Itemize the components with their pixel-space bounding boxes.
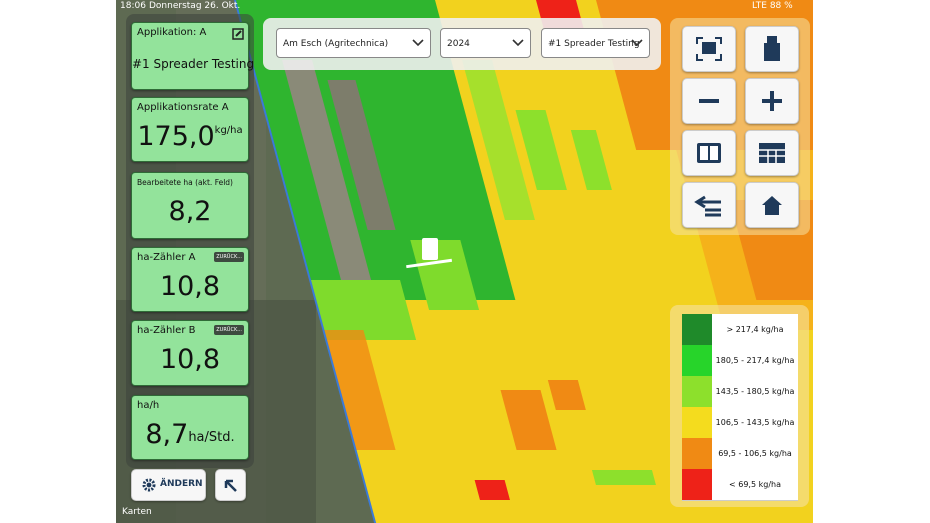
split-button[interactable] (682, 130, 736, 176)
status-battery: LTE 88 % (752, 1, 793, 11)
card-title: ha-Zähler B (137, 325, 196, 336)
card-value-text: 175,0 (137, 121, 215, 152)
plus-icon (762, 91, 782, 111)
card-value: 10,8 (132, 271, 248, 302)
card-title: Applikation: A (137, 27, 207, 38)
card-value-text: 8,2 (168, 196, 212, 227)
legend-row: < 69,5 kg/ha (682, 469, 798, 501)
info-card: ha-Zähler B ZURÜCK... 10,8 (131, 320, 249, 386)
minus-icon (699, 99, 719, 103)
dropdown[interactable]: 2024 (440, 28, 531, 58)
tractor-icon (406, 238, 453, 269)
home-button[interactable] (745, 182, 799, 228)
info-card: Applikation: A #1 Spreader Testing (131, 22, 254, 90)
card-title: Bearbeitete ha (akt. Feld) (137, 178, 233, 187)
card-title: Applikationsrate A (137, 102, 229, 113)
card-value-text: 10,8 (159, 271, 221, 302)
layers-icon (694, 195, 721, 217)
legend-swatch (682, 469, 712, 500)
table-button[interactable] (745, 130, 799, 176)
legend-row: > 217,4 kg/ha (682, 314, 798, 346)
legend-label: 180,5 - 217,4 kg/ha (712, 345, 798, 376)
map-credit: Karten (122, 507, 152, 517)
card-title: ha/h (137, 400, 160, 411)
table-icon (759, 143, 785, 163)
expand-button[interactable] (215, 469, 246, 501)
card-value: 10,8 (132, 344, 248, 375)
reset-button[interactable]: ZURÜCK... (214, 325, 244, 335)
machine-icon (764, 36, 780, 61)
legend-swatch (682, 376, 712, 407)
card-unit: kg/ha (214, 125, 243, 136)
legend-label: 69,5 - 106,5 kg/ha (712, 438, 798, 469)
dropdown[interactable]: #1 Spreader Testing (541, 28, 650, 58)
chevron (412, 39, 424, 47)
info-card: Bearbeitete ha (akt. Feld) 8,2 (131, 172, 249, 239)
tool-panel (670, 18, 810, 235)
status-bar: 18:06 Donnerstag 26. Okt. LTE 88 % (116, 0, 813, 14)
info-card: ha/h 8,7ha/Std. (131, 395, 249, 460)
legend-row: 143,5 - 180,5 kg/ha (682, 376, 798, 408)
chevron (512, 39, 524, 47)
reset-button[interactable]: ZURÜCK... (214, 252, 244, 262)
change-label: ÄNDERN (160, 479, 203, 489)
legend-row: 106,5 - 143,5 kg/ha (682, 407, 798, 439)
card-value-text: 10,8 (159, 344, 221, 375)
card-value: 175,0kg/ha (132, 121, 248, 152)
legend-swatch (682, 314, 712, 345)
legend-panel: > 217,4 kg/ha 180,5 - 217,4 kg/ha 143,5 - … (670, 305, 809, 507)
info-card: ha-Zähler A ZURÜCK... 10,8 (131, 247, 249, 312)
fit-icon (696, 37, 722, 61)
card-value-text: #1 Spreader Testing (132, 57, 255, 71)
zoom-out-button[interactable] (682, 78, 736, 124)
card-value: 8,2 (132, 196, 248, 227)
legend-row: 180,5 - 217,4 kg/ha (682, 345, 798, 377)
legend-label: 106,5 - 143,5 kg/ha (712, 407, 798, 438)
edit-icon[interactable] (232, 28, 244, 40)
layers-button[interactable] (682, 182, 736, 228)
legend-swatch (682, 407, 712, 438)
legend-label: > 217,4 kg/ha (712, 314, 798, 345)
filter-panel: Am Esch (Agritechnica) 2024 #1 Spreader Te… (263, 18, 661, 70)
legend-label: < 69,5 kg/ha (712, 469, 798, 500)
fit-button[interactable] (682, 26, 736, 72)
legend-row: 69,5 - 106,5 kg/ha (682, 438, 798, 470)
split-icon (697, 143, 721, 163)
chevron (631, 39, 643, 47)
status-date: Donnerstag 26. Okt. (149, 1, 241, 11)
card-value: 8,7ha/Std. (132, 419, 248, 450)
legend-swatch (682, 438, 712, 469)
home-icon (762, 196, 782, 215)
card-value-text: 8,7 (145, 419, 189, 450)
card-unit: ha/Std. (188, 430, 235, 445)
dropdown-label: 2024 (447, 39, 470, 49)
change-button[interactable]: ÄNDERN (131, 469, 206, 501)
zoom-in-button[interactable] (745, 78, 799, 124)
dropdown-label: Am Esch (Agritechnica) (283, 39, 389, 49)
arrow-icon (224, 479, 237, 492)
card-value: #1 Spreader Testing (132, 57, 254, 71)
legend-swatch (682, 345, 712, 376)
dropdown-label: #1 Spreader Testing (548, 39, 640, 49)
card-title: ha-Zähler A (137, 252, 196, 263)
gear-icon (142, 478, 156, 492)
legend-label: 143,5 - 180,5 kg/ha (712, 376, 798, 407)
app-screen: 18:06 Donnerstag 26. Okt. LTE 88 % Appli… (116, 0, 813, 523)
status-time: 18:06 (120, 1, 146, 11)
machine-button[interactable] (745, 26, 799, 72)
info-card: Applikationsrate A 175,0kg/ha (131, 97, 249, 162)
dropdown[interactable]: Am Esch (Agritechnica) (276, 28, 431, 58)
